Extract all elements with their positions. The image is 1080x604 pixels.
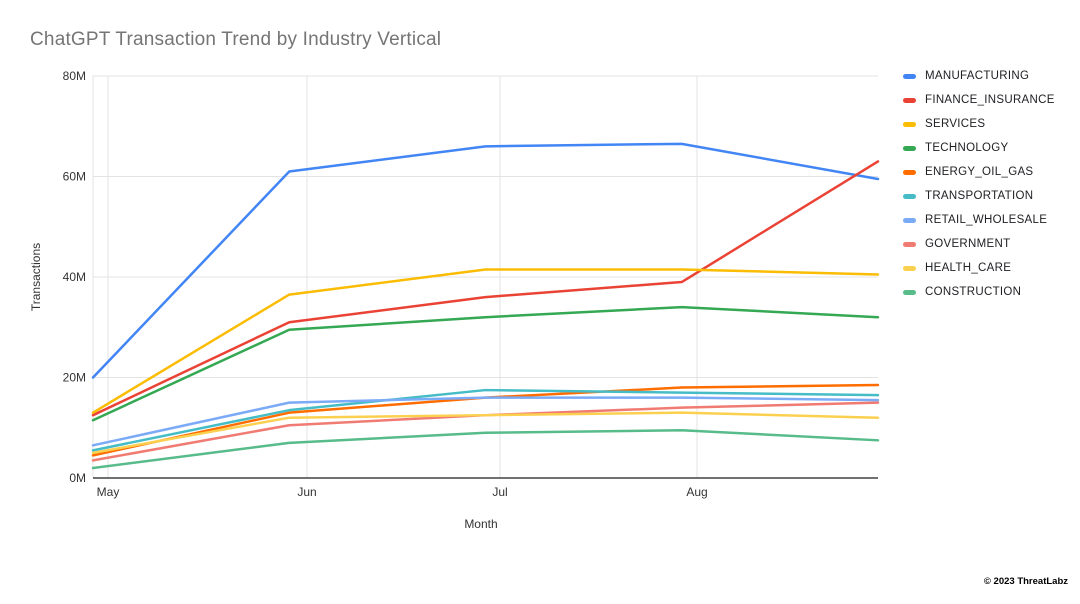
legend-label: CONSTRUCTION <box>925 286 1022 298</box>
legend-item-retail_wholesale: RETAIL_WHOLESALE <box>903 214 1055 226</box>
series-line-TRANSPORTATION <box>91 388 880 452</box>
y-tick-label: 60M <box>63 170 86 184</box>
legend-label: HEALTH_CARE <box>925 262 1012 274</box>
y-tick-label: 20M <box>63 371 86 385</box>
legend-swatch-icon <box>903 217 916 223</box>
legend-item-technology: TECHNOLOGY <box>903 142 1055 154</box>
legend-label: ENERGY_OIL_GAS <box>925 166 1034 178</box>
series-line-CONSTRUCTION <box>91 429 880 470</box>
series-line-TECHNOLOGY <box>91 305 880 422</box>
series-line-RETAIL_WHOLESALE <box>91 396 880 447</box>
series-line-FINANCE_INSURANCE <box>91 160 880 417</box>
legend-item-manufacturing: MANUFACTURING <box>903 70 1055 82</box>
series-line-MANUFACTURING <box>91 142 880 379</box>
legend-swatch-icon <box>903 97 916 103</box>
x-tick-label: Jun <box>297 485 316 499</box>
legend-item-health_care: HEALTH_CARE <box>903 262 1055 274</box>
legend-label: RETAIL_WHOLESALE <box>925 214 1048 226</box>
legend-label: MANUFACTURING <box>925 70 1030 82</box>
x-tick-label: Aug <box>686 485 707 499</box>
legend: MANUFACTURING FINANCE_INSURANCE SERVICES TE… <box>903 70 1055 298</box>
series-line-SERVICES <box>91 268 880 414</box>
legend-swatch-icon <box>903 289 916 295</box>
chart-title: ChatGPT Transaction Trend by Industry Ve… <box>30 29 442 50</box>
legend-label: GOVERNMENT <box>925 238 1011 250</box>
legend-label: SERVICES <box>925 118 986 130</box>
y-tick-label: 0M <box>69 471 86 485</box>
legend-item-services: SERVICES <box>903 118 1055 130</box>
legend-label: TRANSPORTATION <box>925 190 1034 202</box>
legend-item-construction: CONSTRUCTION <box>903 286 1055 298</box>
y-tick-label: 40M <box>63 270 86 284</box>
legend-swatch-icon <box>903 193 916 199</box>
legend-swatch-icon <box>903 169 916 175</box>
legend-swatch-icon <box>903 265 916 271</box>
footer-credit: © 2023 ThreatLabz <box>983 576 1068 587</box>
legend-item-transportation: TRANSPORTATION <box>903 190 1055 202</box>
legend-swatch-icon <box>903 121 916 127</box>
x-axis-title: Month <box>464 517 498 531</box>
series-line-HEALTH_CARE <box>91 411 880 455</box>
legend-swatch-icon <box>903 241 916 247</box>
legend-item-finance_insurance: FINANCE_INSURANCE <box>903 94 1055 106</box>
legend-swatch-icon <box>903 73 916 79</box>
x-tick-label: May <box>97 485 120 499</box>
legend-label: FINANCE_INSURANCE <box>925 94 1055 106</box>
legend-item-energy_oil_gas: ENERGY_OIL_GAS <box>903 166 1055 178</box>
legend-label: TECHNOLOGY <box>925 142 1009 154</box>
legend-item-government: GOVERNMENT <box>903 238 1055 250</box>
legend-swatch-icon <box>903 145 916 151</box>
y-tick-label: 80M <box>63 69 86 83</box>
x-tick-label: Jul <box>492 485 507 499</box>
